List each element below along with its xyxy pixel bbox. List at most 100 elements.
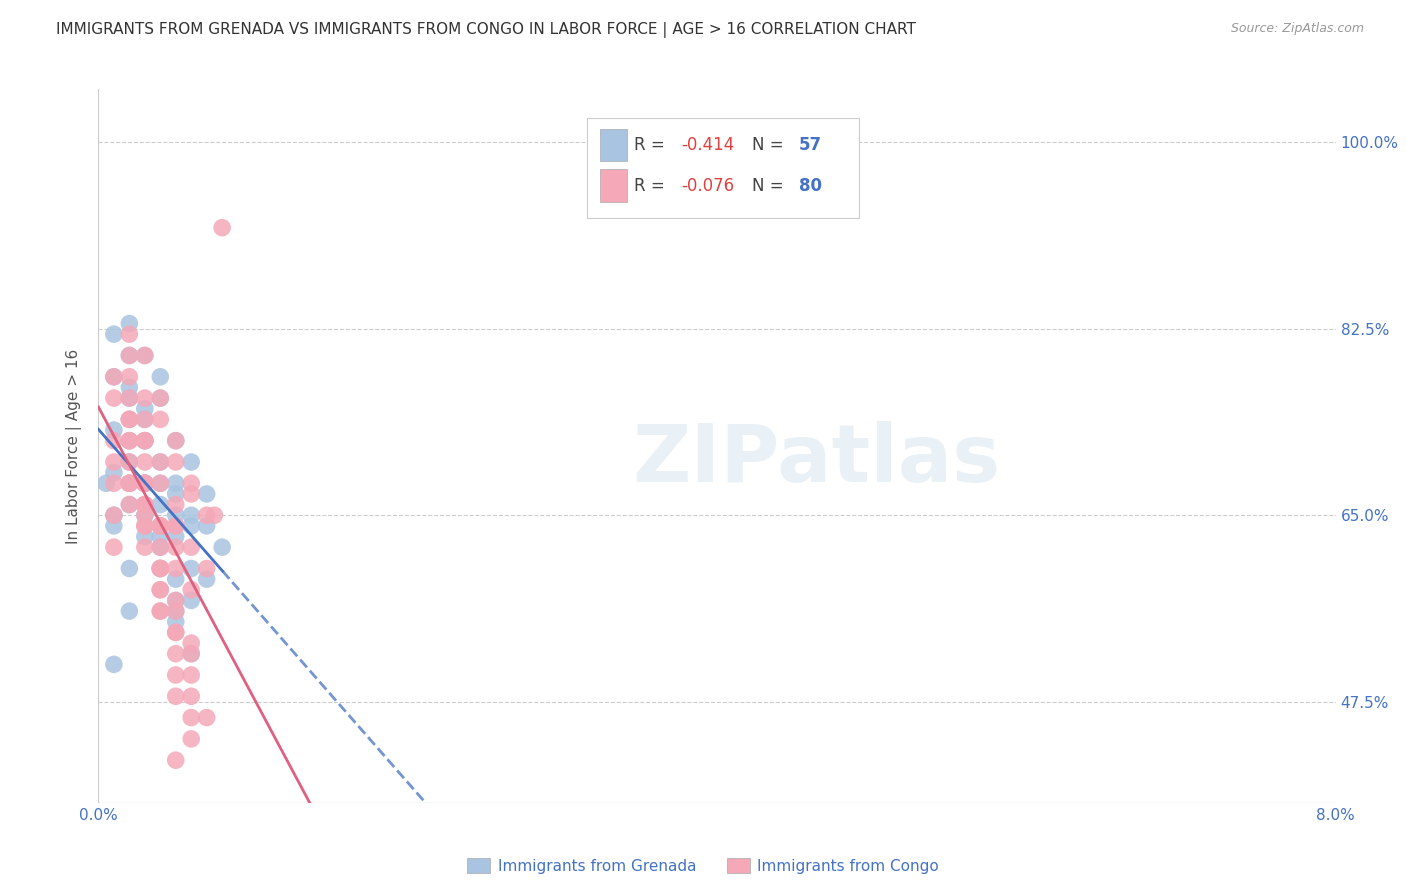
Text: Source: ZipAtlas.com: Source: ZipAtlas.com	[1230, 22, 1364, 36]
Point	[134, 434, 156, 448]
Text: R =: R =	[634, 136, 671, 153]
Point	[103, 369, 125, 384]
Point	[165, 434, 187, 448]
Point	[165, 647, 187, 661]
FancyBboxPatch shape	[599, 128, 627, 161]
Point	[118, 412, 141, 426]
Text: -0.076: -0.076	[681, 177, 734, 194]
Point	[211, 540, 233, 554]
Text: R =: R =	[634, 177, 671, 194]
Point	[134, 476, 156, 491]
FancyBboxPatch shape	[588, 118, 859, 218]
FancyBboxPatch shape	[599, 169, 627, 202]
Point	[118, 434, 141, 448]
Point	[103, 423, 125, 437]
Point	[149, 604, 172, 618]
Point	[118, 327, 141, 342]
Point	[180, 487, 202, 501]
Point	[149, 561, 172, 575]
Point	[149, 455, 172, 469]
Point	[149, 498, 172, 512]
Point	[118, 434, 141, 448]
Point	[118, 561, 141, 575]
Point	[165, 593, 187, 607]
Point	[149, 519, 172, 533]
Point	[149, 476, 172, 491]
Point	[134, 434, 156, 448]
Point	[180, 710, 202, 724]
Point	[118, 476, 141, 491]
Point	[118, 317, 141, 331]
Point	[118, 476, 141, 491]
Point	[118, 455, 141, 469]
Point	[165, 690, 187, 704]
Text: IMMIGRANTS FROM GRENADA VS IMMIGRANTS FROM CONGO IN LABOR FORCE | AGE > 16 CORRE: IMMIGRANTS FROM GRENADA VS IMMIGRANTS FR…	[56, 22, 917, 38]
Text: N =: N =	[752, 136, 789, 153]
Point	[165, 519, 187, 533]
Point	[134, 519, 156, 533]
Point	[165, 498, 187, 512]
Point	[134, 434, 156, 448]
Point	[149, 455, 172, 469]
Point	[180, 636, 202, 650]
Point	[195, 561, 218, 575]
Point	[134, 476, 156, 491]
Point	[134, 476, 156, 491]
Y-axis label: In Labor Force | Age > 16: In Labor Force | Age > 16	[66, 349, 83, 543]
Point	[103, 476, 125, 491]
Point	[149, 519, 172, 533]
Point	[165, 625, 187, 640]
Point	[103, 540, 125, 554]
Point	[180, 540, 202, 554]
Point	[180, 668, 202, 682]
Point	[134, 498, 156, 512]
Point	[103, 466, 125, 480]
Point	[118, 349, 141, 363]
Point	[134, 412, 156, 426]
Point	[118, 391, 141, 405]
Point	[180, 593, 202, 607]
Point	[134, 476, 156, 491]
Point	[149, 369, 172, 384]
Point	[165, 604, 187, 618]
Point	[149, 540, 172, 554]
Point	[149, 529, 172, 543]
Point	[180, 690, 202, 704]
Point	[165, 593, 187, 607]
Point	[165, 476, 187, 491]
Point	[103, 434, 125, 448]
Point	[134, 391, 156, 405]
Point	[103, 508, 125, 523]
Point	[165, 529, 187, 543]
Point	[134, 401, 156, 416]
Point	[149, 561, 172, 575]
Point	[118, 498, 141, 512]
Point	[118, 412, 141, 426]
Point	[165, 487, 187, 501]
Point	[195, 508, 218, 523]
Point	[165, 434, 187, 448]
Point	[134, 498, 156, 512]
Text: ZIPatlas: ZIPatlas	[631, 421, 1000, 500]
Point	[165, 753, 187, 767]
Point	[195, 487, 218, 501]
Point	[134, 455, 156, 469]
Point	[118, 434, 141, 448]
Point	[165, 519, 187, 533]
Point	[165, 572, 187, 586]
Point	[165, 604, 187, 618]
Point	[149, 412, 172, 426]
Point	[134, 434, 156, 448]
Point	[103, 519, 125, 533]
Point	[118, 391, 141, 405]
Point	[165, 561, 187, 575]
Point	[103, 508, 125, 523]
Point	[134, 476, 156, 491]
Point	[103, 657, 125, 672]
Point	[195, 710, 218, 724]
Point	[134, 349, 156, 363]
Point	[165, 615, 187, 629]
Point	[103, 391, 125, 405]
Point	[180, 582, 202, 597]
Point	[180, 519, 202, 533]
